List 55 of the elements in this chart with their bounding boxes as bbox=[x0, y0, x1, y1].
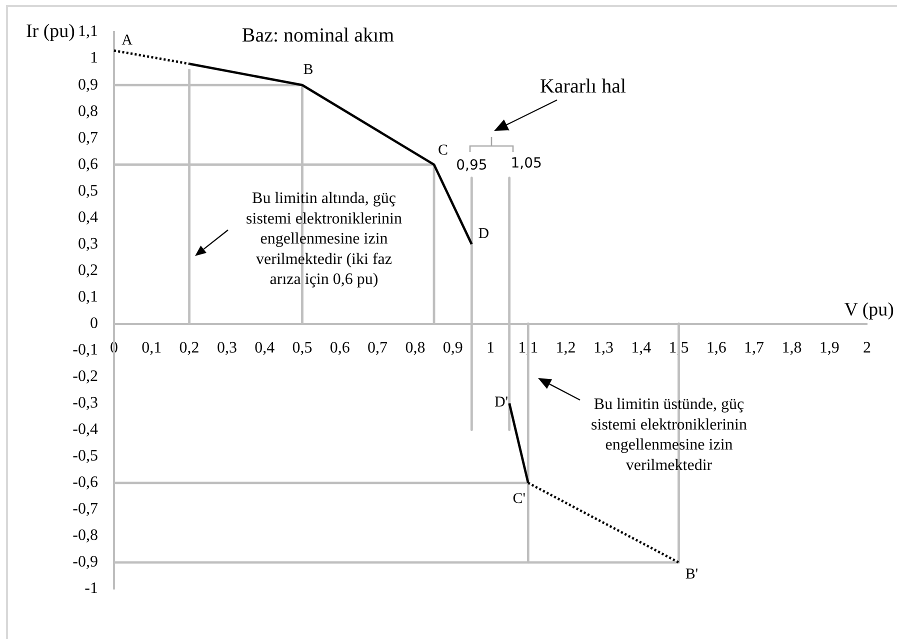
x-tick-label: 1 bbox=[486, 340, 494, 357]
y-tick-label: 0,2 bbox=[78, 262, 98, 279]
y-tick-label: -0,3 bbox=[72, 394, 98, 412]
y-tick-label: 0,4 bbox=[78, 208, 98, 226]
annotation: D' bbox=[494, 394, 508, 410]
x-tick-label: 0,5 bbox=[292, 340, 312, 357]
y-tick-label: 0,6 bbox=[78, 156, 98, 173]
x-tick-label: 0,2 bbox=[179, 340, 200, 357]
y-tick-label: -1 bbox=[84, 580, 98, 598]
y-tick-label: 0,1 bbox=[78, 288, 98, 306]
x-tick-label: 1,6 bbox=[706, 340, 726, 357]
x-tick-label: 1,4 bbox=[631, 340, 652, 357]
y-tick-label: 0,9 bbox=[78, 76, 98, 94]
y-tick-label: 1,1 bbox=[78, 23, 98, 40]
y-tick-label: 0,8 bbox=[78, 102, 98, 120]
annotation: B' bbox=[685, 566, 698, 582]
annotation: C bbox=[438, 142, 448, 159]
x-tick-label: 0,9 bbox=[442, 340, 463, 357]
y-tick-label: -0,1 bbox=[72, 341, 98, 358]
x-axis-title: V (pu) bbox=[844, 300, 894, 321]
x-tick-label: 1,3 bbox=[593, 340, 614, 357]
x-tick-label: 0,1 bbox=[142, 340, 162, 357]
annotation: Kararlı hal bbox=[540, 75, 626, 98]
y-tick-label: 0,5 bbox=[78, 182, 98, 200]
annotation: Bu limitin altında, güç sistemi elektroniklerinin engellenmesine izin verilmektedir (iki faz arıza için 0,6 pu) bbox=[246, 190, 402, 288]
y-axis-title: Ir (pu) bbox=[26, 20, 75, 42]
x-tick-label: 0,3 bbox=[216, 340, 237, 357]
x-tick-label: 1,2 bbox=[556, 340, 576, 357]
annotation: D bbox=[478, 226, 490, 242]
y-tick-label: -0,6 bbox=[72, 474, 98, 492]
y-tick-label: -0,5 bbox=[72, 448, 98, 465]
annotation: 0,95 bbox=[456, 158, 488, 174]
y-tick-label: -0,9 bbox=[72, 554, 98, 571]
x-tick-label: 1,7 bbox=[744, 340, 764, 357]
annotation: A bbox=[122, 32, 133, 49]
annotation: C' bbox=[512, 490, 526, 507]
y-tick-label: 0 bbox=[90, 314, 98, 332]
x-tick-label: 0,7 bbox=[368, 340, 388, 357]
annotation: Bu limitin üstünde, güç sistemi elektroniklerinin engellenmesine izin verilmektedir bbox=[591, 396, 747, 474]
annotation: Baz: nominal akım bbox=[242, 24, 395, 46]
x-tick-label: 1,8 bbox=[782, 340, 802, 357]
annotation: 1,05 bbox=[510, 156, 542, 172]
y-tick-label: 1 bbox=[90, 50, 98, 67]
y-tick-label: -0,4 bbox=[72, 421, 98, 438]
x-tick-label: 1,9 bbox=[819, 340, 840, 357]
x-tick-label: 0,6 bbox=[330, 340, 350, 357]
y-tick-label: -0,7 bbox=[72, 500, 98, 518]
y-tick-label: 0,3 bbox=[78, 235, 98, 252]
y-tick-label: 0,7 bbox=[78, 129, 98, 146]
y-tick-label: -0,8 bbox=[72, 527, 98, 544]
y-tick-label: -0,2 bbox=[72, 368, 98, 386]
x-tick-label: 0,4 bbox=[254, 340, 275, 357]
x-tick-label: 2 bbox=[863, 340, 871, 357]
x-tick-label: 0,8 bbox=[405, 340, 426, 357]
annotation: B bbox=[303, 62, 314, 78]
